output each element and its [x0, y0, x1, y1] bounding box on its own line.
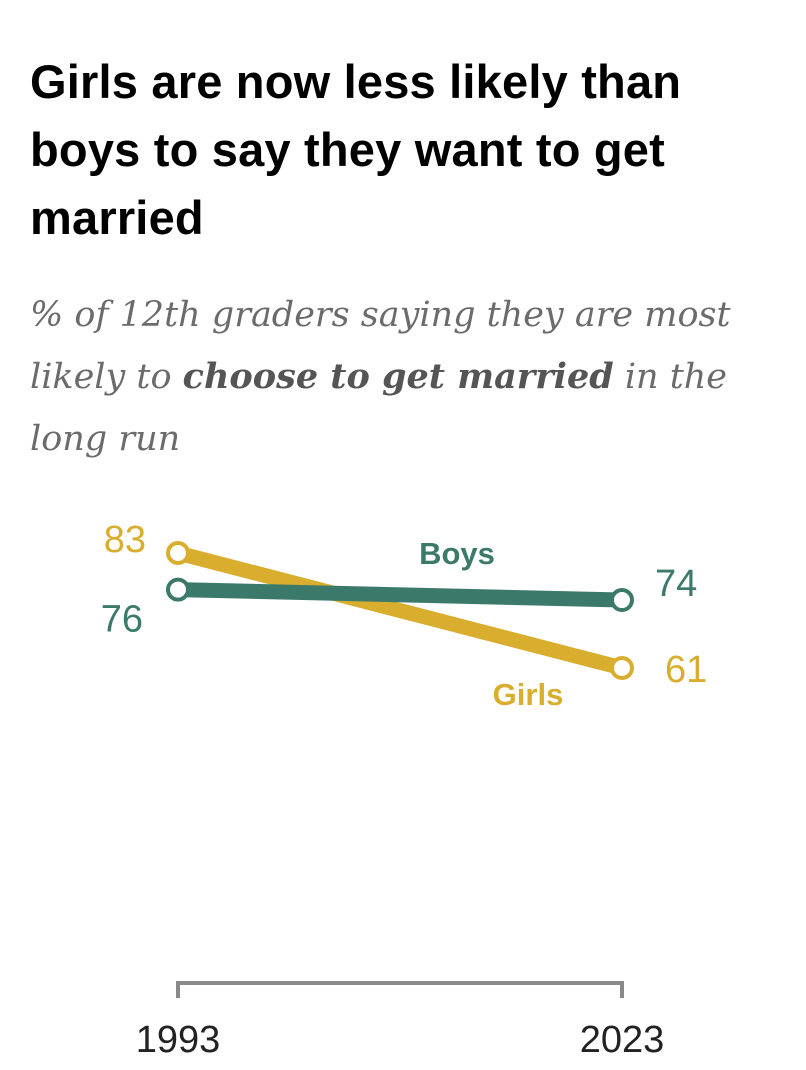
subtitle-emphasis: choose to get married [182, 356, 614, 397]
data-label-girls-2023: 61 [665, 649, 707, 691]
series-label-girls: Girls [493, 677, 564, 712]
data-label-boys-1993: 76 [101, 599, 143, 641]
series-line-boys [177, 582, 623, 608]
series-line-girls [176, 545, 624, 676]
x-tick-label-2023: 2023 [580, 1019, 665, 1061]
data-point-boys-2023 [610, 588, 634, 613]
chart-title: Girls are now less likely than boys to s… [30, 55, 682, 244]
data-label-girls-1993: 83 [104, 519, 146, 561]
x-axis-bracket [176, 981, 624, 998]
data-point-girls-2023 [610, 656, 634, 680]
data-label-boys-2023: 74 [655, 563, 697, 605]
subtitle-text-start: % of 12th graders saying they are most l… [30, 295, 731, 397]
data-point-boys-1993 [166, 577, 190, 602]
chart-subtitle: % of 12th graders saying they are most l… [30, 284, 770, 470]
x-tick-label-1993: 1993 [136, 1019, 221, 1061]
subtitle-text-end: in the long run [30, 357, 728, 459]
series-label-boys: Boys [419, 536, 495, 571]
data-point-girls-1993 [166, 541, 190, 565]
x-axis: 1993 2023 [136, 981, 665, 1061]
